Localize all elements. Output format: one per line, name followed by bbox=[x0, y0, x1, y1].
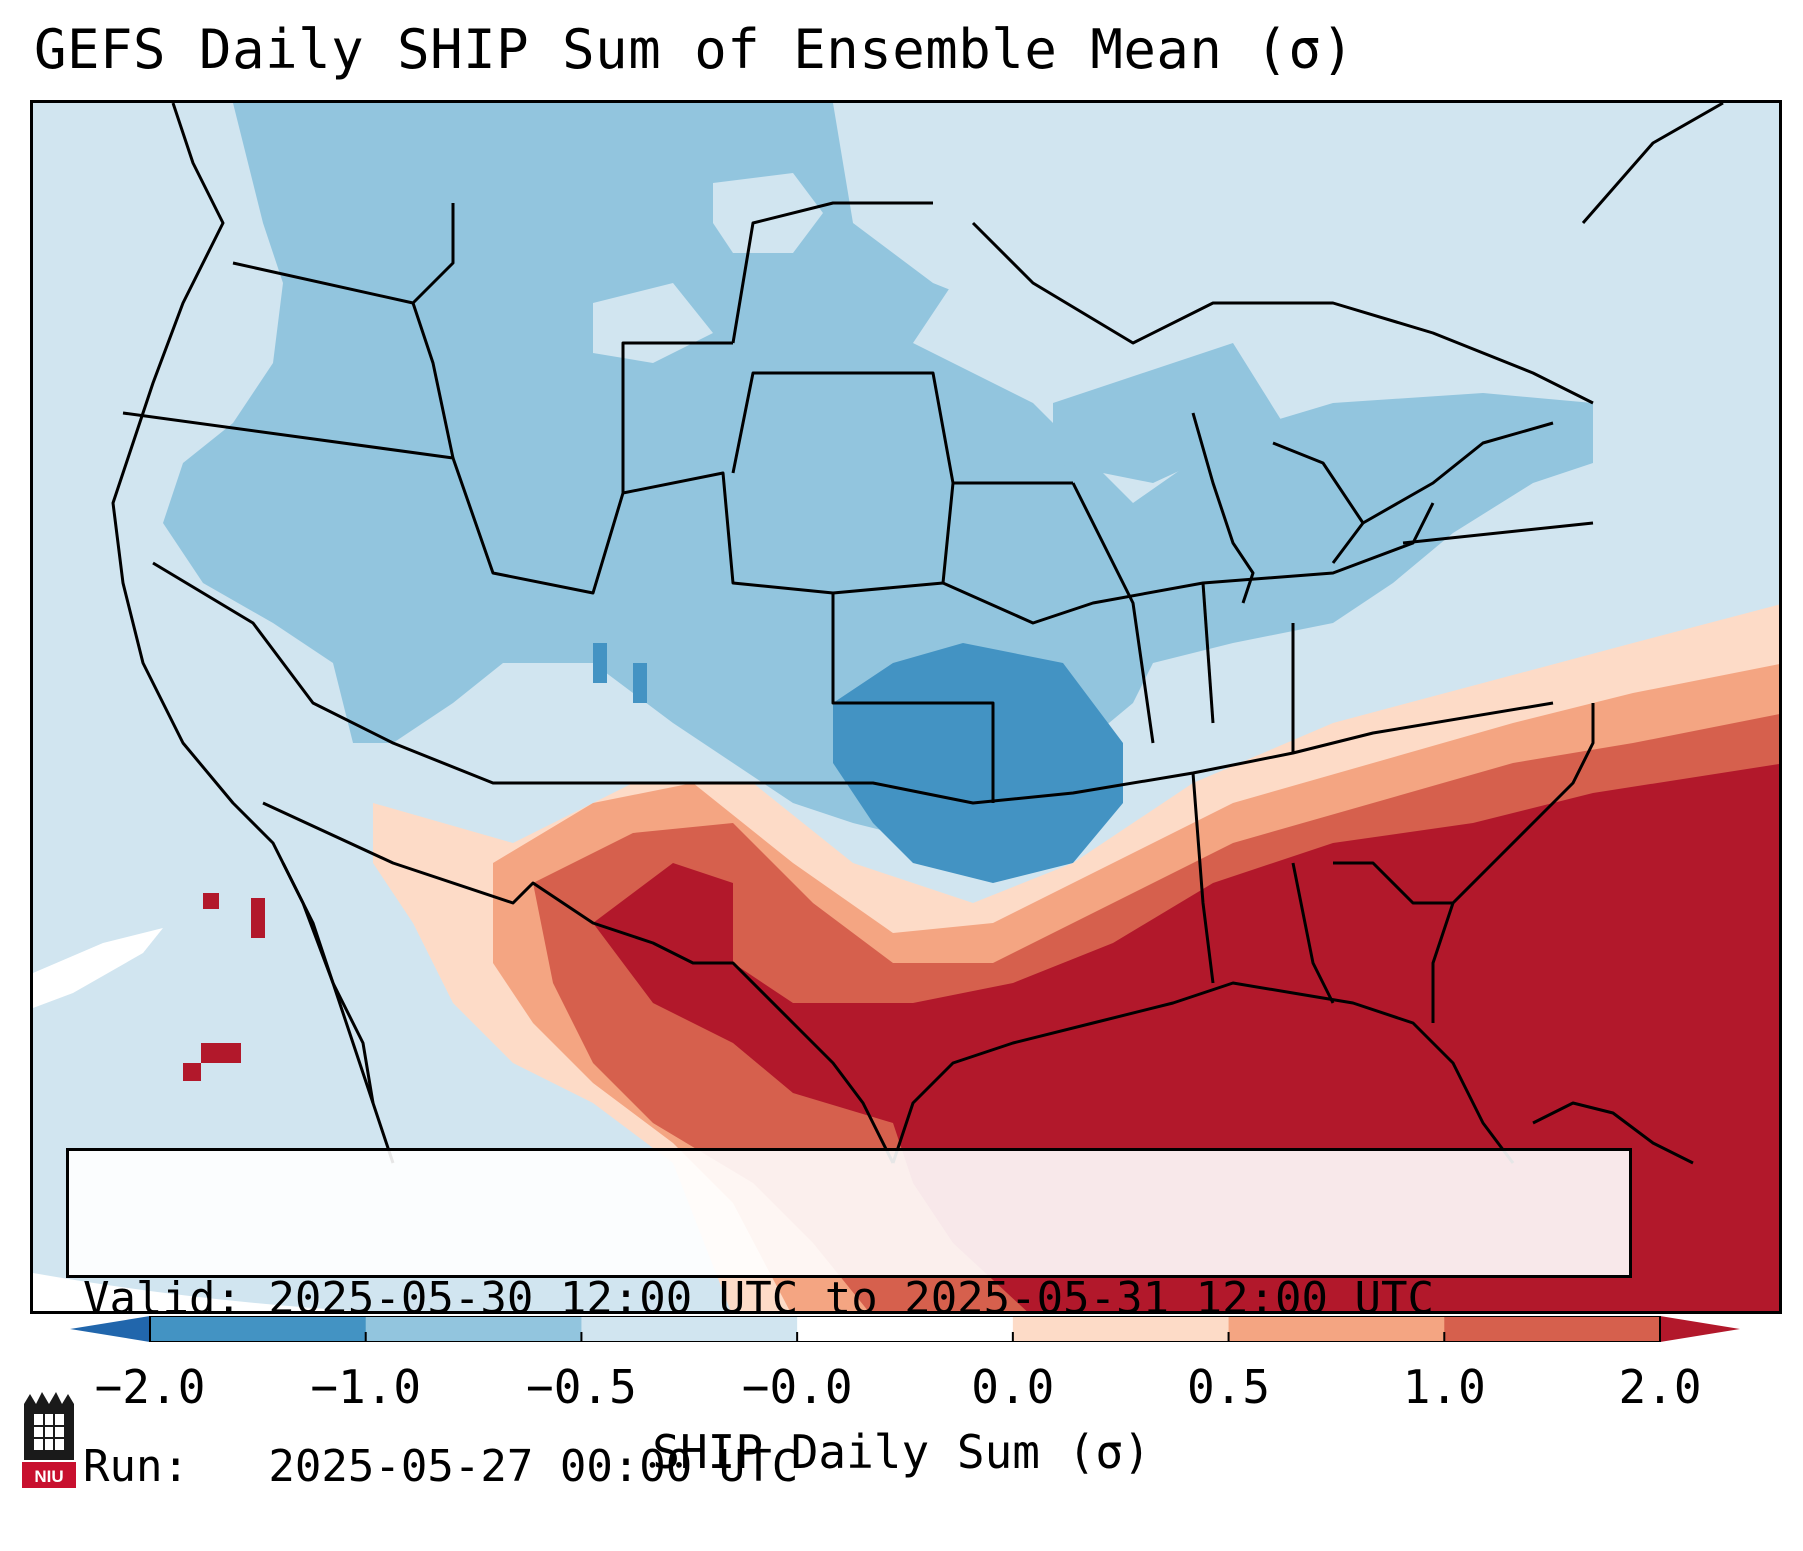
colorbar bbox=[70, 1316, 1740, 1342]
colorbar-tick-label: −0.0 bbox=[741, 1360, 853, 1414]
map-title: GEFS Daily SHIP Sum of Ensemble Mean (σ) bbox=[34, 18, 1355, 81]
colorbar-tick-label: −0.5 bbox=[526, 1360, 637, 1414]
neutral-streak bbox=[33, 928, 163, 1008]
state-border bbox=[1291, 862, 1335, 1004]
state-border bbox=[731, 201, 933, 344]
state-border bbox=[1333, 861, 1453, 905]
state-border bbox=[411, 302, 455, 459]
colorbar-tick-label: 0.0 bbox=[971, 1360, 1055, 1414]
lake-huron-shore bbox=[1272, 441, 1365, 564]
state-border bbox=[1071, 482, 1155, 744]
window-grid-icon bbox=[34, 1414, 64, 1450]
state-border bbox=[731, 371, 955, 484]
map-panel bbox=[30, 100, 1782, 1314]
us-mexico-border bbox=[262, 801, 895, 1164]
strong-below-normal-cell bbox=[593, 643, 607, 683]
colorbar-bins bbox=[150, 1316, 1661, 1342]
cuba-outline bbox=[1532, 1101, 1694, 1165]
state-border bbox=[1402, 521, 1594, 545]
strong-below-normal-cell bbox=[633, 663, 647, 703]
colorbar-over-arrow bbox=[1660, 1316, 1740, 1342]
colorbar-bin bbox=[1012, 1316, 1230, 1342]
colorbar-tick-label: 0.5 bbox=[1187, 1360, 1271, 1414]
atlantic-coastline bbox=[1431, 703, 1595, 1023]
extreme-cell bbox=[203, 893, 219, 909]
colorbar-bin bbox=[581, 1316, 798, 1342]
colorbar-tick-label: −2.0 bbox=[94, 1360, 206, 1414]
anomaly-map bbox=[33, 103, 1779, 1311]
colorbar-bin bbox=[150, 1316, 367, 1342]
extreme-cell bbox=[251, 898, 265, 938]
central-border bbox=[152, 561, 1554, 805]
gulf-coastline bbox=[891, 981, 1515, 1164]
colorbar-bin bbox=[1444, 1316, 1661, 1342]
canada-coast bbox=[1581, 103, 1724, 224]
logo-banner bbox=[22, 1462, 76, 1488]
boundaries bbox=[111, 103, 1724, 1165]
colorbar-tick-label: −1.0 bbox=[310, 1360, 422, 1414]
below-normal-region-west bbox=[163, 103, 1593, 843]
colorbar-outline bbox=[149, 1316, 1661, 1342]
near-normal-patch-north bbox=[713, 173, 823, 253]
lake-erie-ontario-shore bbox=[1362, 421, 1554, 525]
state-border bbox=[1191, 772, 1215, 984]
state-border bbox=[941, 481, 1073, 584]
lake-michigan-shore bbox=[1191, 412, 1255, 604]
extreme-cell bbox=[183, 1063, 201, 1081]
niu-logo: NIU bbox=[22, 1392, 76, 1488]
projection-edge-left bbox=[33, 1273, 357, 1311]
extreme-cell bbox=[201, 1043, 241, 1063]
window-icon bbox=[34, 1414, 64, 1450]
state-border bbox=[831, 593, 995, 803]
colorbar-bin bbox=[797, 1316, 1014, 1342]
colorbar-bin bbox=[1228, 1316, 1445, 1342]
state-border bbox=[621, 341, 733, 493]
colorbar-tick-label: 2.0 bbox=[1618, 1360, 1702, 1414]
state-border bbox=[1201, 582, 1215, 724]
colorbar-under-arrow bbox=[70, 1316, 150, 1342]
colorbar-label: SHIP Daily Sum (σ) bbox=[652, 1425, 1151, 1479]
colorbar-ticks bbox=[149, 1332, 1661, 1342]
state-border bbox=[232, 203, 455, 305]
run-time-text: Run: 2025-05-27 00:00 UTC bbox=[83, 1441, 799, 1492]
pacific-coastline bbox=[111, 103, 375, 1104]
baja-coastline bbox=[281, 862, 395, 1164]
us-canada-border bbox=[971, 221, 1594, 405]
colorbar-tick-label: 1.0 bbox=[1402, 1360, 1486, 1414]
logo-text: NIU bbox=[34, 1467, 63, 1486]
near-normal-region-canada bbox=[833, 103, 1779, 460]
below-normal-region-lakes bbox=[1053, 343, 1283, 483]
colorbar-bin bbox=[365, 1316, 582, 1342]
validity-info-box: Valid: 2025-05-30 12:00 UTC to 2025-05-3… bbox=[66, 1148, 1632, 1492]
